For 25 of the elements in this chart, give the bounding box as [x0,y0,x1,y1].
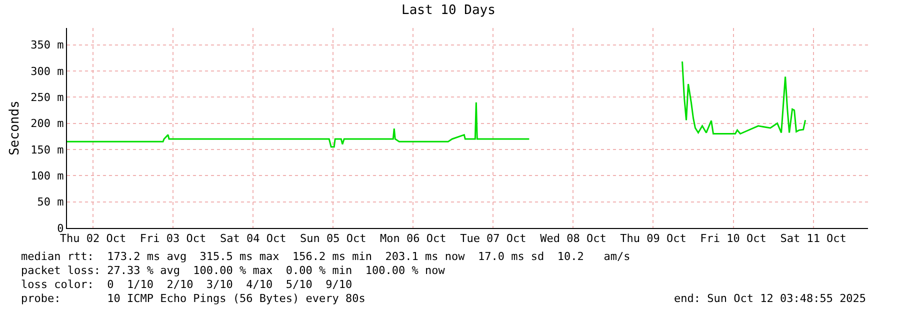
y-tick-label: 300 m [30,64,64,78]
x-tick-label: Sun 05 Oct [300,232,366,246]
x-tick-label: Thu 09 Oct [620,232,686,246]
x-tick-label: Wed 08 Oct [540,232,606,246]
y-tick-label: 350 m [30,38,64,52]
x-tick-label: Fri 10 Oct [700,232,766,246]
y-tick-label: 250 m [30,90,64,104]
y-axis-title: Seconds [8,100,23,156]
x-tick-label: Sat 04 Oct [220,232,286,246]
x-tick-label: Tue 07 Oct [460,232,526,246]
y-tick-label: 150 m [30,143,64,156]
chart-title: Last 10 Days [402,2,496,18]
text: probe: 10 ICMP Echo Pings (56 Bytes) every 80s [21,292,366,305]
text: median rtt: 173.2 ms avg 315.5 ms max 156.2 ms min 203.1 ms now 17.0 ms sd 10.2 am/s [21,250,630,263]
text: packet loss: 27.33 % avg 100.00 % max 0.00 % min 100.00 % now [21,264,446,277]
x-tick-label: Mon 06 Oct [380,232,446,246]
y-tick-label: 100 m [30,169,64,182]
y-tick-label: 0 [57,222,64,235]
x-tick-label: Thu 02 Oct [60,232,126,246]
y-tick-label: 200 m [30,117,64,130]
x-tick-label: Sat 11 Oct [780,232,846,246]
text: end: Sun Oct 12 03:48:55 2025 [674,292,866,305]
x-tick-label: Fri 03 Oct [140,232,206,246]
text: loss color: 0 1/10 2/10 3/10 4/10 5/10 9/10 [21,278,352,291]
y-tick-label: 50 m [37,196,64,209]
